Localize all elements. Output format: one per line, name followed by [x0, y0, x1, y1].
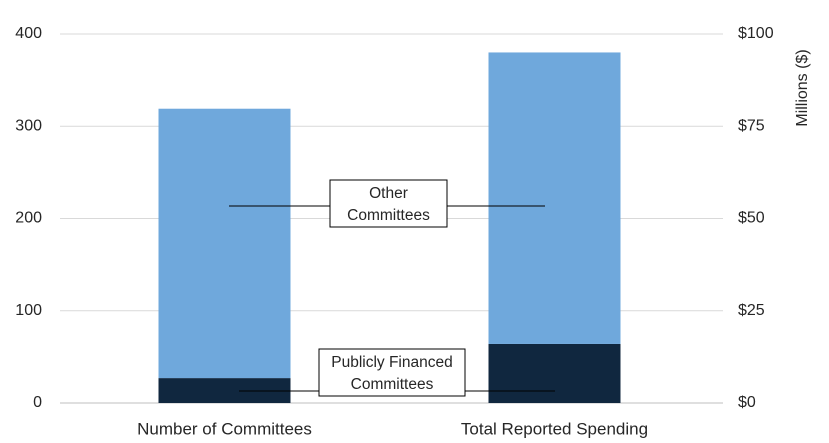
right-tick-label: $50	[738, 210, 765, 227]
left-tick-label: 200	[15, 210, 42, 227]
callouts: Other Committees Publicly Financed Committe…	[229, 179, 555, 397]
right-axis-ticks: $0 $25 $50 $75 $100	[738, 25, 774, 411]
callout-box	[329, 179, 448, 228]
bar-other-total-reported-spending	[488, 52, 621, 344]
right-axis-title: Millions ($)	[794, 49, 811, 126]
callout-text: Committees	[347, 207, 430, 224]
callout-text: Other	[369, 185, 408, 202]
callout-text: Publicly Financed	[331, 354, 452, 371]
right-tick-label: $0	[738, 394, 756, 411]
bar-other-number-of-committees	[158, 108, 291, 379]
left-tick-label: 300	[15, 117, 42, 134]
right-tick-label: $100	[738, 25, 774, 42]
callout-box	[318, 348, 466, 397]
category-label: Number of Committees	[137, 419, 312, 438]
callout-text: Committees	[351, 376, 434, 393]
category-label: Total Reported Spending	[461, 419, 648, 438]
bar-publicly-financed-total-reported-spending	[488, 343, 621, 403]
left-tick-label: 0	[33, 394, 42, 411]
left-tick-label: 400	[15, 25, 42, 42]
callout-publicly-financed: Publicly Financed Committees	[239, 348, 555, 397]
right-tick-label: $25	[738, 302, 765, 319]
right-tick-label: $75	[738, 117, 765, 134]
left-axis-ticks: 0 100 200 300 400	[15, 25, 42, 411]
callout-other-committees: Other Committees	[229, 179, 545, 228]
category-labels: Number of Committees Total Reported Spend…	[137, 419, 648, 438]
bars	[158, 52, 621, 403]
left-tick-label: 100	[15, 302, 42, 319]
